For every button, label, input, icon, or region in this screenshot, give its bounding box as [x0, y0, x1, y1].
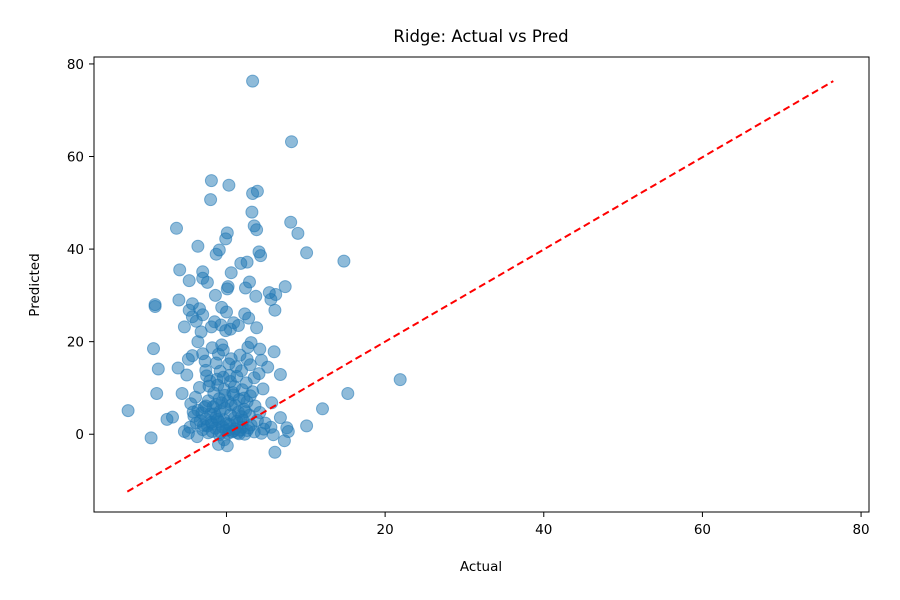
data-point [249, 289, 263, 303]
data-point [285, 135, 298, 149]
data-point [264, 293, 278, 306]
plot-area [121, 74, 834, 493]
data-point [121, 404, 135, 418]
data-point [222, 178, 236, 192]
data-point [160, 412, 174, 426]
data-point [177, 320, 191, 334]
y-tick-label: 80 [67, 57, 84, 73]
data-point [189, 416, 203, 430]
data-point [234, 256, 248, 270]
data-point [242, 311, 256, 325]
data-point [300, 419, 314, 433]
data-point [246, 385, 260, 399]
data-point [180, 368, 194, 382]
data-point [246, 187, 260, 200]
data-point [220, 439, 234, 453]
data-point [268, 445, 282, 459]
data-point [316, 402, 329, 416]
data-point [173, 263, 187, 277]
data-point [144, 431, 158, 445]
data-point [246, 74, 260, 88]
data-point [250, 321, 264, 335]
data-point [216, 343, 230, 357]
data-point [239, 405, 252, 419]
data-point [208, 288, 222, 302]
data-point [219, 324, 233, 338]
x-tick-label: 20 [377, 522, 394, 538]
data-point [191, 239, 205, 253]
data-point [393, 373, 407, 387]
data-point [190, 430, 204, 444]
data-point [218, 388, 232, 402]
data-point [151, 362, 165, 376]
data-point [253, 342, 267, 356]
axes-frame [93, 56, 870, 513]
data-point [254, 249, 268, 263]
data-point [204, 174, 218, 188]
data-point [204, 320, 218, 334]
data-point [175, 387, 189, 400]
data-point [261, 360, 275, 374]
data-point [284, 215, 298, 229]
data-point [250, 223, 264, 237]
data-point [237, 391, 251, 405]
data-point [186, 405, 200, 419]
data-point [220, 305, 233, 319]
data-point [268, 303, 282, 317]
data-point [209, 247, 223, 261]
y-axis: 0 20 40 60 80 [67, 57, 94, 443]
data-point [257, 422, 271, 436]
data-point [171, 361, 185, 375]
y-axis-label: Predicted [27, 253, 43, 316]
data-point [273, 411, 287, 425]
y-tick-label: 0 [75, 427, 84, 443]
data-point [341, 387, 355, 400]
data-point [229, 360, 243, 374]
y-tick-label: 40 [67, 242, 84, 258]
x-tick-label: 40 [535, 522, 552, 538]
x-axis-label: Actual [460, 559, 502, 575]
data-point [300, 246, 314, 260]
data-point [211, 412, 225, 426]
identity-reference-line [126, 80, 834, 493]
data-point [182, 274, 196, 288]
x-tick-label: 0 [222, 522, 231, 538]
data-point [199, 399, 213, 413]
data-point [273, 368, 287, 381]
data-point [224, 266, 238, 280]
data-point [291, 226, 305, 240]
data-point [239, 281, 252, 295]
data-point [277, 434, 291, 448]
data-point [214, 425, 228, 439]
y-tick-label: 60 [67, 150, 84, 166]
data-point [147, 342, 160, 356]
data-point [245, 205, 259, 219]
data-point [243, 358, 257, 372]
data-point [189, 314, 203, 328]
data-point [200, 275, 214, 289]
y-tick-label: 20 [67, 335, 84, 351]
data-point [172, 293, 186, 307]
data-point [219, 232, 233, 246]
data-point [191, 335, 205, 349]
x-tick-label: 60 [694, 522, 711, 538]
data-point [148, 300, 162, 313]
data-point [202, 379, 216, 393]
data-point [224, 398, 238, 412]
data-point [337, 254, 351, 268]
data-point [204, 193, 218, 207]
chart-title: Ridge: Actual vs Pred [393, 27, 568, 46]
data-point [181, 352, 195, 366]
x-tick-label: 80 [852, 522, 869, 538]
data-point [267, 345, 281, 359]
data-point [223, 369, 237, 382]
data-point [150, 387, 164, 400]
data-point [170, 221, 183, 235]
data-point [233, 423, 247, 437]
x-axis: 0 20 40 60 80 [222, 512, 870, 538]
data-point [278, 280, 292, 294]
data-point [220, 282, 234, 296]
